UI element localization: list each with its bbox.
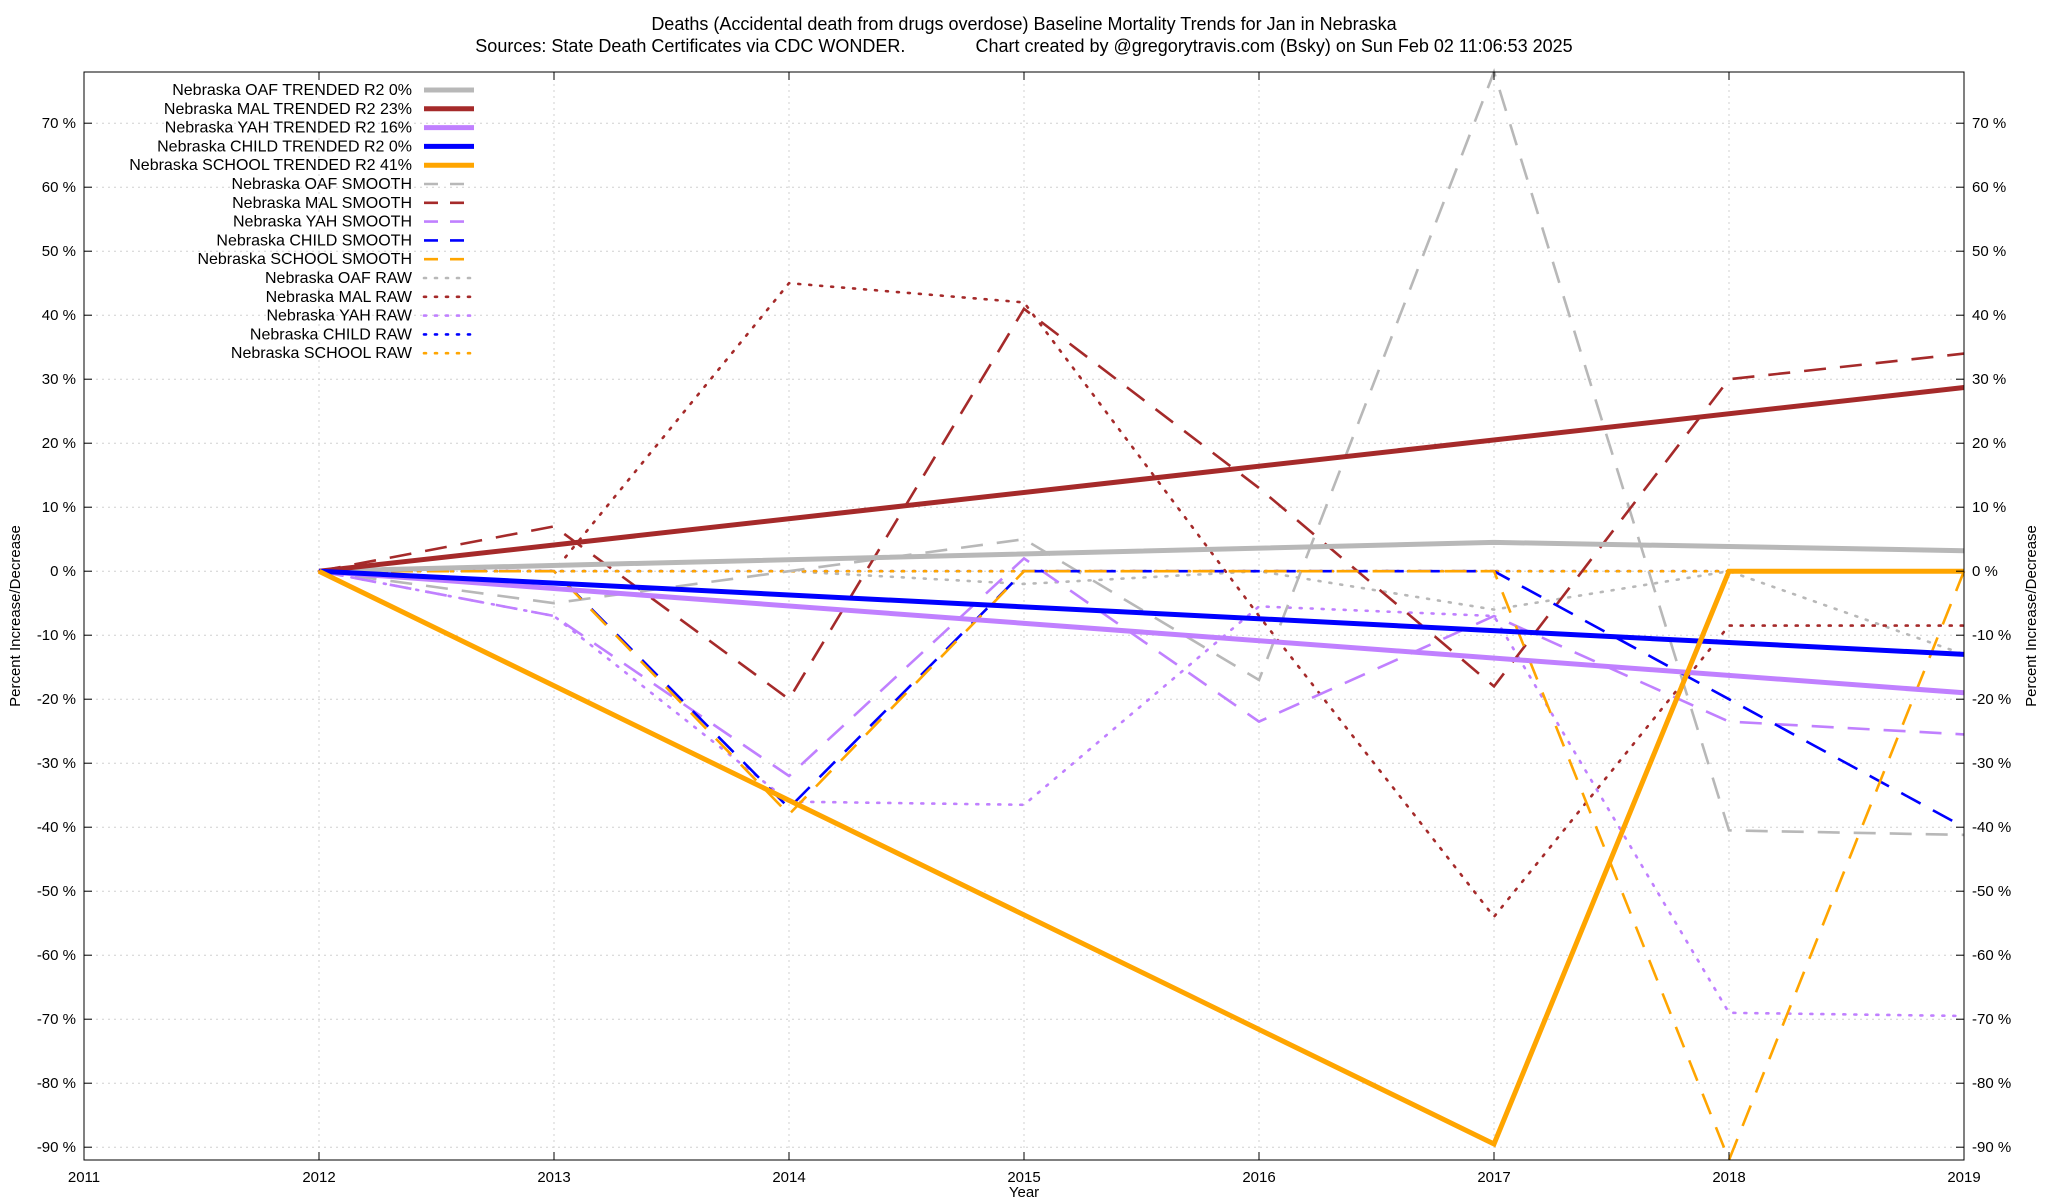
y-tick-label: 20 % [42,435,76,452]
y2-tick-label: 20 % [1972,435,2006,452]
x-tick-label: 2019 [1947,1169,1980,1186]
y2-tick-label: 0 % [1972,563,1998,580]
y2-axis-label: Percent Increase/Decrease [2023,525,2040,707]
y-tick-label: 10 % [42,499,76,516]
y-tick-label: -90 % [37,1139,76,1156]
y-tick-label: -50 % [37,883,76,900]
series-line-child-trend [318,568,1965,657]
y-tick-label: -20 % [37,691,76,708]
chart-subtitle: Sources: State Death Certificates via CD… [475,36,1572,56]
series-line-yah-trend [318,568,1965,696]
x-axis-label: Year [1009,1184,1039,1200]
y-tick-label: -30 % [37,755,76,772]
y2-tick-label: 40 % [1972,307,2006,324]
x-tick-label: 2018 [1712,1169,1745,1186]
y2-tick-label: -50 % [1972,883,2011,900]
legend-label: Nebraska YAH RAW [266,308,412,325]
y2-tick-label: -60 % [1972,947,2011,964]
x-tick-label: 2013 [537,1169,570,1186]
legend-label: Nebraska MAL RAW [266,289,413,306]
y-tick-label: 30 % [42,371,76,388]
legend-label: Nebraska OAF SMOOTH [232,176,412,193]
y2-tick-label: 70 % [1972,115,2006,132]
y2-tick-label: -20 % [1972,691,2011,708]
y2-tick-label: -30 % [1972,755,2011,772]
legend-label: Nebraska SCHOOL TRENDED R2 41% [129,157,412,174]
legend-label: Nebraska CHILD TRENDED R2 0% [157,138,412,155]
legend-label: Nebraska YAH SMOOTH [233,214,412,231]
y-tick-label: 70 % [42,115,76,132]
series-line-school-smooth [319,569,1966,1164]
legend: Nebraska OAF TRENDED R2 0% Nebraska MAL T… [129,82,476,362]
y-tick-label: 50 % [42,243,76,260]
y2-tick-label: 30 % [1972,371,2006,388]
legend-label: Nebraska OAF RAW [265,270,413,287]
y2-tick-label: -70 % [1972,1011,2011,1028]
series-line-school-trend [317,568,1964,1148]
y-tick-label: -60 % [37,947,76,964]
legend-label: Nebraska SCHOOL RAW [231,345,413,362]
y-tick-label: -70 % [37,1011,76,1028]
series-line-mal-trend [318,385,1965,574]
legend-label: Nebraska OAF TRENDED R2 0% [172,82,412,99]
y2-tick-label: -10 % [1972,627,2011,644]
y-axis-label: Percent Increase/Decrease [7,525,24,707]
x-tick-label: 2011 [68,1169,100,1186]
y2-tick-label: 60 % [1972,179,2006,196]
x-tick-label: 2014 [772,1169,805,1186]
legend-label: Nebraska CHILD RAW [250,326,413,343]
y-tick-label: -10 % [37,627,76,644]
y-tick-label: 60 % [42,179,76,196]
chart-title: Deaths (Accidental death from drugs over… [651,14,1397,34]
series-line-oaf-trend [318,539,1965,574]
y2-tick-label: -90 % [1972,1139,2011,1156]
series-line-yah-raw [317,569,1966,1018]
y-tick-label: 40 % [42,307,76,324]
series-layer [317,68,1966,1164]
y2-tick-label: 10 % [1972,499,2006,516]
series-line-yah-smooth [318,556,1965,778]
y-tick-label: -40 % [37,819,76,836]
legend-label: Nebraska MAL TRENDED R2 23% [164,101,412,118]
x-tick-label: 2012 [302,1169,335,1186]
legend-label: Nebraska SCHOOL SMOOTH [197,251,412,268]
y2-tick-label: 50 % [1972,243,2006,260]
series-line-mal-smooth [318,306,1965,702]
y-tick-label: -80 % [37,1075,76,1092]
x-tick-label: 2017 [1477,1169,1510,1186]
x-tick-label: 2016 [1242,1169,1275,1186]
y-tick-label: 0 % [50,563,76,580]
x-tick-label: 2015 [1007,1169,1040,1186]
y2-tick-label: -40 % [1972,819,2011,836]
legend-label: Nebraska MAL SMOOTH [232,195,412,212]
axes: 2011 2012 2013 2014 2015 2016 2017 2018 2019 70 %… [37,72,2011,1186]
series-line-oaf-smooth [318,68,1965,837]
legend-label: Nebraska CHILD SMOOTH [216,232,412,249]
legend-label: Nebraska YAH TRENDED R2 16% [165,120,412,137]
y2-tick-label: -80 % [1972,1075,2011,1092]
